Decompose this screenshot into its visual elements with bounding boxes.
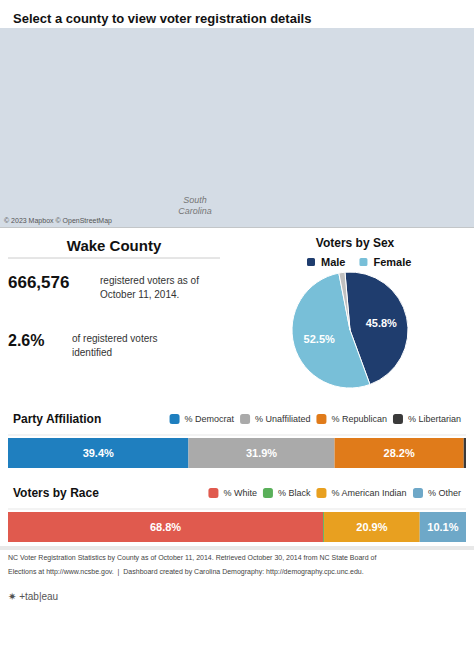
svg-text:Male: Male	[321, 256, 345, 268]
svg-text:Carolina: Carolina	[178, 206, 212, 216]
svg-text:666,576: 666,576	[8, 273, 69, 292]
svg-text:% Other: % Other	[428, 488, 461, 498]
svg-text:28.2%: 28.2%	[384, 447, 415, 459]
svg-text:Party Affiliation: Party Affiliation	[13, 412, 101, 426]
svg-text:Voters by Race: Voters by Race	[13, 486, 99, 500]
svg-text:NC Voter Registration Statisti: NC Voter Registration Statistics by Coun…	[8, 554, 376, 562]
svg-text:45.8%: 45.8%	[366, 317, 397, 329]
svg-text:% American Indian: % American Indian	[331, 488, 406, 498]
svg-text:© 2023 Mapbox © OpenStreetMap: © 2023 Mapbox © OpenStreetMap	[4, 217, 112, 225]
svg-text:% White: % White	[223, 488, 257, 498]
svg-text:Wake County: Wake County	[67, 237, 162, 254]
svg-text:% Unaffiliated: % Unaffiliated	[255, 414, 310, 424]
svg-text:October 11, 2014.: October 11, 2014.	[100, 289, 179, 300]
svg-text:of registered voters: of registered voters	[72, 333, 158, 344]
svg-text:Female: Female	[373, 256, 411, 268]
svg-text:Select a county to view voter: Select a county to view voter registrati…	[13, 11, 311, 26]
svg-text:20.9%: 20.9%	[356, 521, 387, 533]
svg-text:% Black: % Black	[278, 488, 311, 498]
svg-text:68.8%: 68.8%	[150, 521, 181, 533]
svg-text:% Democrat: % Democrat	[185, 414, 235, 424]
svg-text:South: South	[183, 195, 207, 205]
svg-text:% Republican: % Republican	[331, 414, 387, 424]
svg-text:39.4%: 39.4%	[83, 447, 114, 459]
svg-text:31.9%: 31.9%	[246, 447, 277, 459]
svg-text:✷ +tab|eau: ✷ +tab|eau	[8, 591, 58, 602]
svg-text:10.1%: 10.1%	[427, 521, 458, 533]
svg-text:2.6%: 2.6%	[8, 332, 44, 349]
svg-text:registered voters as of: registered voters as of	[100, 275, 199, 286]
svg-text:Voters by Sex: Voters by Sex	[316, 236, 395, 250]
svg-text:Elections at http://www.ncsbe.: Elections at http://www.ncsbe.gov. | Das…	[8, 568, 364, 576]
svg-text:% Libertarian: % Libertarian	[408, 414, 461, 424]
svg-text:identified: identified	[72, 347, 112, 358]
svg-text:52.5%: 52.5%	[304, 333, 335, 345]
